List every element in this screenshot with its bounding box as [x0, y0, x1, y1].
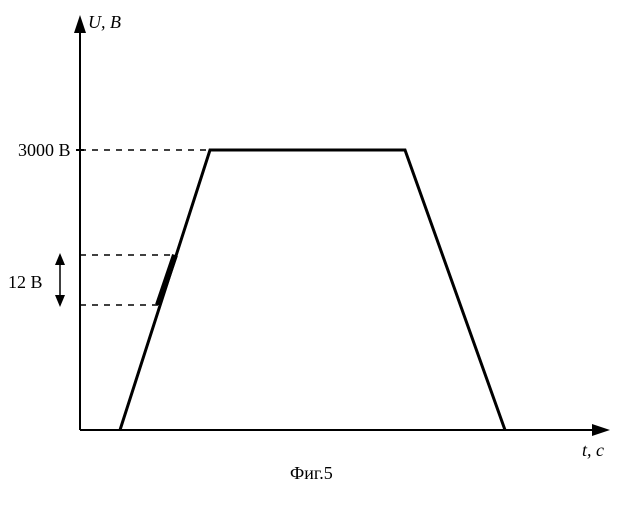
- label-3000v: 3000 В: [18, 140, 71, 161]
- label-12v: 12 В: [8, 272, 43, 293]
- figure-caption: Фиг.5: [290, 463, 333, 484]
- x-axis-arrow: [592, 424, 610, 436]
- label-12v-text: 12 В: [8, 272, 43, 292]
- x-axis-label: t, c: [582, 440, 604, 461]
- y-axis-arrow: [74, 15, 86, 33]
- figure-caption-text: Фиг.5: [290, 463, 333, 483]
- bracket-12v-arrow-down: [55, 295, 65, 307]
- bracket-12v-arrow-up: [55, 253, 65, 265]
- bold-segment: [158, 255, 175, 305]
- y-axis-label-text: U, В: [88, 12, 121, 32]
- label-3000v-text: 3000 В: [18, 140, 71, 160]
- y-axis-label: U, В: [88, 12, 121, 33]
- chart-svg: [0, 0, 629, 500]
- waveform: [120, 150, 505, 430]
- x-axis-label-text: t, c: [582, 440, 604, 460]
- voltage-time-diagram: U, В t, c 3000 В 12 В Фиг.5: [0, 0, 629, 500]
